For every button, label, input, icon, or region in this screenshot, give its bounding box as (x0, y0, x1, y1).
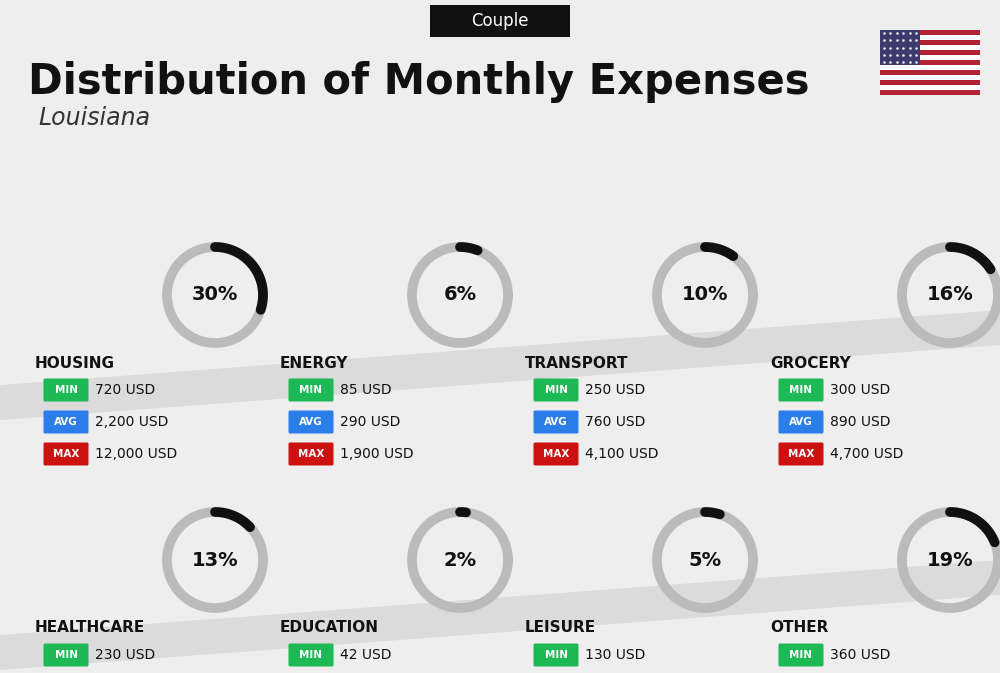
Text: 16%: 16% (927, 285, 973, 304)
Text: LEISURE: LEISURE (525, 621, 596, 635)
Text: 300 USD: 300 USD (830, 383, 890, 397)
FancyBboxPatch shape (534, 443, 578, 466)
Text: 130 USD: 130 USD (585, 648, 645, 662)
FancyBboxPatch shape (880, 65, 980, 70)
Text: 1,900 USD: 1,900 USD (340, 447, 414, 461)
FancyBboxPatch shape (880, 45, 980, 50)
Text: Louisiana: Louisiana (38, 106, 150, 130)
Text: 30%: 30% (192, 285, 238, 304)
FancyBboxPatch shape (880, 60, 980, 65)
FancyBboxPatch shape (880, 30, 920, 65)
Text: GROCERY: GROCERY (770, 355, 851, 371)
Text: TRANSPORT: TRANSPORT (525, 355, 629, 371)
Text: 5%: 5% (688, 551, 722, 569)
Text: 4,700 USD: 4,700 USD (830, 447, 903, 461)
Text: MIN: MIN (300, 385, 322, 395)
Text: 6%: 6% (443, 285, 477, 304)
Text: MIN: MIN (544, 650, 568, 660)
Text: HEALTHCARE: HEALTHCARE (35, 621, 145, 635)
Text: 360 USD: 360 USD (830, 648, 890, 662)
Text: 890 USD: 890 USD (830, 415, 891, 429)
Text: 720 USD: 720 USD (95, 383, 155, 397)
Text: MAX: MAX (53, 449, 79, 459)
Text: MIN: MIN (300, 650, 322, 660)
Polygon shape (0, 560, 1000, 670)
FancyBboxPatch shape (880, 40, 980, 45)
Text: EDUCATION: EDUCATION (280, 621, 379, 635)
FancyBboxPatch shape (288, 643, 334, 666)
Text: 290 USD: 290 USD (340, 415, 400, 429)
FancyBboxPatch shape (778, 443, 824, 466)
Text: AVG: AVG (54, 417, 78, 427)
Text: MIN: MIN (790, 385, 812, 395)
Text: MIN: MIN (54, 650, 78, 660)
FancyBboxPatch shape (880, 55, 980, 60)
FancyBboxPatch shape (880, 85, 980, 90)
FancyBboxPatch shape (778, 643, 824, 666)
FancyBboxPatch shape (880, 70, 980, 75)
Text: MAX: MAX (788, 449, 814, 459)
FancyBboxPatch shape (534, 643, 578, 666)
FancyBboxPatch shape (778, 378, 824, 402)
Text: MIN: MIN (544, 385, 568, 395)
Text: OTHER: OTHER (770, 621, 828, 635)
FancyBboxPatch shape (288, 443, 334, 466)
Text: MAX: MAX (543, 449, 569, 459)
FancyBboxPatch shape (534, 378, 578, 402)
Text: AVG: AVG (299, 417, 323, 427)
FancyBboxPatch shape (288, 411, 334, 433)
FancyBboxPatch shape (44, 378, 88, 402)
FancyBboxPatch shape (880, 50, 980, 55)
FancyBboxPatch shape (880, 90, 980, 95)
FancyBboxPatch shape (880, 35, 980, 40)
Text: Couple: Couple (471, 12, 529, 30)
FancyBboxPatch shape (430, 5, 570, 37)
Text: MIN: MIN (54, 385, 78, 395)
FancyBboxPatch shape (880, 80, 980, 85)
Text: 12,000 USD: 12,000 USD (95, 447, 177, 461)
Text: AVG: AVG (544, 417, 568, 427)
Text: MAX: MAX (298, 449, 324, 459)
Text: 4,100 USD: 4,100 USD (585, 447, 658, 461)
Text: 19%: 19% (927, 551, 973, 569)
Text: 42 USD: 42 USD (340, 648, 392, 662)
Text: Distribution of Monthly Expenses: Distribution of Monthly Expenses (28, 61, 810, 103)
Text: 2,200 USD: 2,200 USD (95, 415, 168, 429)
Text: 230 USD: 230 USD (95, 648, 155, 662)
FancyBboxPatch shape (44, 411, 88, 433)
Polygon shape (0, 310, 1000, 420)
FancyBboxPatch shape (880, 75, 980, 80)
Text: 10%: 10% (682, 285, 728, 304)
Text: 760 USD: 760 USD (585, 415, 645, 429)
Text: HOUSING: HOUSING (35, 355, 115, 371)
FancyBboxPatch shape (44, 443, 88, 466)
Text: ENERGY: ENERGY (280, 355, 349, 371)
Text: 250 USD: 250 USD (585, 383, 645, 397)
Text: 2%: 2% (443, 551, 477, 569)
Text: 13%: 13% (192, 551, 238, 569)
FancyBboxPatch shape (880, 30, 980, 35)
Text: MIN: MIN (790, 650, 812, 660)
Text: AVG: AVG (789, 417, 813, 427)
Text: 85 USD: 85 USD (340, 383, 392, 397)
FancyBboxPatch shape (44, 643, 88, 666)
FancyBboxPatch shape (288, 378, 334, 402)
FancyBboxPatch shape (534, 411, 578, 433)
FancyBboxPatch shape (778, 411, 824, 433)
